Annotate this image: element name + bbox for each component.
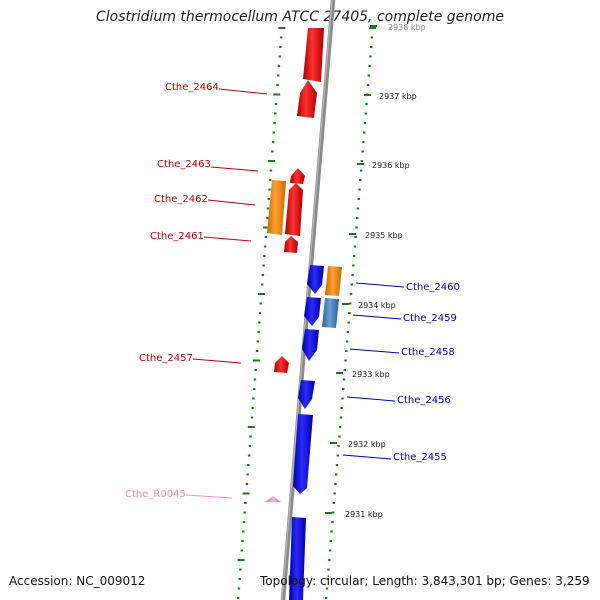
accession-text: Accession: NC_009012 <box>9 574 146 588</box>
gene-arrow-cthe-2461 <box>284 236 298 253</box>
gene-label-cthe-2461: Cthe_2461 <box>150 231 204 242</box>
inner-tick-ring <box>236 27 286 599</box>
kbp-label: 2936 kbp <box>372 161 410 170</box>
right-gene-labels: Cthe_2460 Cthe_2459 Cthe_2458 Cthe_2456 … <box>342 282 460 463</box>
gene-label-cthe-2458: Cthe_2458 <box>401 347 455 358</box>
gene-arrow-cthe-2459 <box>304 297 321 326</box>
map-title: Clostridium thermocellum ATCC 27405, com… <box>96 9 504 25</box>
gene-arrow-cthe-2463 <box>290 168 305 184</box>
leader-line <box>207 199 256 206</box>
gene-arrow-cthe-2456 <box>298 380 315 409</box>
gene-arrow-cthe-2457 <box>274 356 289 373</box>
gene-arrow-cthe-2458 <box>302 329 319 361</box>
kbp-label: 2934 kbp <box>358 301 396 310</box>
rna-feature-cthe-r0045 <box>265 496 281 502</box>
reverse-genes <box>289 265 324 600</box>
kbp-label: 2932 kbp <box>348 440 386 449</box>
gene-label-cthe-2459: Cthe_2459 <box>403 313 457 324</box>
leader-line <box>218 88 268 95</box>
gene-label-cthe-2462: Cthe_2462 <box>154 194 208 205</box>
gene-label-cthe-2460: Cthe_2460 <box>406 282 460 293</box>
kbp-scale: 2938 kbp 2937 kbp 2936 kbp 2935 kbp 2934… <box>325 23 426 519</box>
gene-arrow-cthe-2464 <box>297 80 317 118</box>
gene-arrow <box>289 517 306 600</box>
leader-line <box>349 348 400 354</box>
gene-label-cthe-r0045: Cthe_R0045 <box>125 489 186 500</box>
leader-line <box>355 282 405 288</box>
kbp-label: 2935 kbp <box>365 231 403 240</box>
gene-label-cthe-2455: Cthe_2455 <box>393 452 447 463</box>
gene-label-cthe-2463: Cthe_2463 <box>157 159 211 170</box>
kbp-label: 2937 kbp <box>379 92 417 101</box>
kbp-label: 2933 kbp <box>352 370 390 379</box>
gene-arrow-cthe-2460 <box>307 265 324 294</box>
leader-line <box>203 236 252 242</box>
gene-arrow-cthe-2455 <box>293 414 313 494</box>
gene-arrow-cthe-2462 <box>285 183 303 236</box>
orange-feature <box>325 266 342 296</box>
kbp-label: 2931 kbp <box>345 510 383 519</box>
topology-text: Topology: circular; Length: 3,843,301 bp… <box>260 574 590 588</box>
leader-line <box>192 358 242 364</box>
left-gene-labels: Cthe_2464 Cthe_2463 Cthe_2462 Cthe_2461 … <box>125 82 268 500</box>
steelblue-feature <box>322 298 339 328</box>
leader-line <box>342 454 392 460</box>
gene-label-cthe-2457: Cthe_2457 <box>139 353 193 364</box>
leader-line <box>210 166 259 172</box>
leader-line <box>352 314 402 320</box>
leader-line <box>346 396 396 402</box>
outer-tick-ring <box>324 27 377 599</box>
kbp-label: 2938 kbp <box>388 23 426 32</box>
gene-arrow <box>303 28 324 82</box>
gene-label-cthe-2456: Cthe_2456 <box>397 395 451 406</box>
forward-genes <box>274 28 324 373</box>
gene-label-cthe-2464: Cthe_2464 <box>165 82 219 93</box>
leader-line <box>185 494 233 499</box>
orange-feature <box>267 180 286 235</box>
